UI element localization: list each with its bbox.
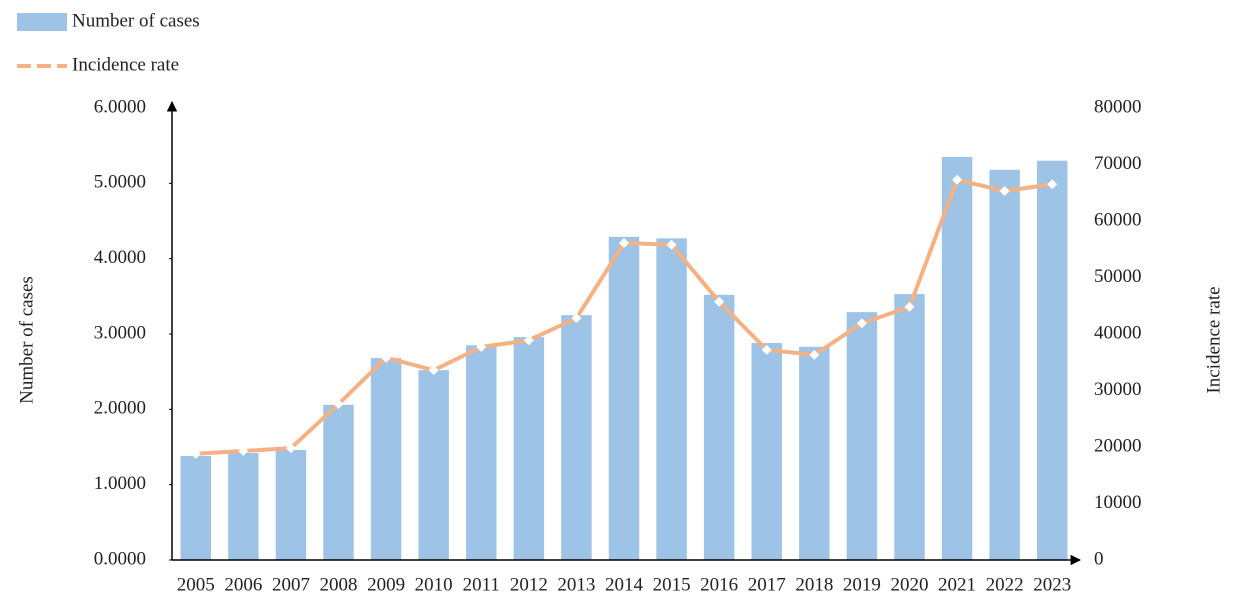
y2-tick-label: 50000	[1094, 266, 1142, 287]
line-marker	[190, 448, 201, 459]
legend-label: Number of cases	[72, 10, 200, 31]
line-marker	[856, 318, 867, 329]
x-tick-label: 2008	[320, 574, 358, 595]
line-marker	[904, 301, 915, 312]
y2-tick-label: 70000	[1094, 153, 1142, 174]
line-marker	[714, 296, 725, 307]
y2-tick-label: 40000	[1094, 322, 1142, 343]
bar	[894, 294, 925, 560]
y-axis-title: Number of cases	[16, 276, 37, 404]
line-marker	[381, 352, 392, 363]
x-tick-label: 2012	[510, 574, 548, 595]
line-marker	[999, 186, 1010, 197]
bar	[466, 345, 497, 560]
x-tick-label: 2018	[795, 574, 833, 595]
x-tick-label: 2010	[415, 574, 453, 595]
bar	[323, 404, 354, 560]
y2-tick-label: 0	[1094, 548, 1104, 569]
bar	[751, 343, 782, 560]
y-tick-label: 2.0000	[94, 398, 146, 419]
line-marker	[761, 344, 772, 355]
bar	[370, 358, 402, 560]
y-tick-label: 6.0000	[94, 96, 146, 117]
x-tick-label: 2005	[177, 574, 215, 595]
x-tick-label: 2016	[700, 574, 738, 595]
x-tick-label: 2014	[605, 574, 644, 595]
bar	[989, 169, 1020, 561]
y2-tick-label: 80000	[1094, 96, 1142, 117]
x-tick-label: 2021	[938, 574, 976, 595]
line-marker	[666, 239, 677, 250]
line-marker	[285, 443, 296, 454]
x-tick-label: 2015	[653, 574, 691, 595]
x-tick-label: 2019	[843, 574, 881, 595]
line-marker	[476, 341, 487, 352]
x-tick-label: 2023	[1033, 574, 1071, 595]
legend-swatch	[17, 13, 67, 31]
bar	[608, 236, 640, 560]
y-tick-label: 1.0000	[94, 473, 146, 494]
y2-tick-label: 20000	[1094, 435, 1142, 456]
y2-tick-label: 60000	[1094, 209, 1142, 230]
line-marker	[619, 238, 629, 249]
bar	[1036, 160, 1068, 560]
line-marker	[238, 445, 249, 456]
line-marker	[809, 349, 820, 360]
bar	[180, 456, 212, 560]
bar	[846, 312, 878, 560]
line-marker	[428, 365, 439, 376]
line-marker	[952, 174, 963, 185]
bar	[513, 337, 545, 560]
x-tick-label: 2022	[986, 574, 1024, 595]
line-marker	[523, 335, 534, 346]
legend-label: Incidence rate	[72, 54, 179, 75]
bar	[228, 453, 259, 560]
y-tick-label: 5.0000	[94, 172, 146, 193]
y2-axis-title: Incidence rate	[1203, 286, 1224, 393]
x-tick-label: 2020	[890, 574, 928, 595]
y-tick-label: 4.0000	[94, 247, 146, 268]
y-tick-label: 0.0000	[94, 548, 146, 569]
y2-tick-label: 30000	[1094, 379, 1142, 400]
y-tick-label: 3.0000	[94, 322, 146, 343]
line-marker	[1047, 179, 1058, 190]
bar	[656, 238, 687, 560]
x-tick-label: 2011	[463, 574, 500, 595]
y2-tick-label: 10000	[1094, 492, 1142, 513]
bar	[418, 370, 449, 560]
x-tick-label: 2013	[557, 574, 595, 595]
bar	[799, 346, 830, 560]
x-tick-label: 2006	[224, 574, 262, 595]
bar	[275, 450, 307, 560]
x-tick-label: 2007	[272, 574, 310, 595]
line-marker	[571, 313, 582, 324]
bar	[703, 294, 735, 560]
x-tick-label: 2009	[367, 574, 405, 595]
bar	[941, 156, 973, 560]
x-tick-label: 2017	[748, 574, 786, 595]
bar	[561, 315, 592, 560]
line-marker	[333, 399, 344, 410]
